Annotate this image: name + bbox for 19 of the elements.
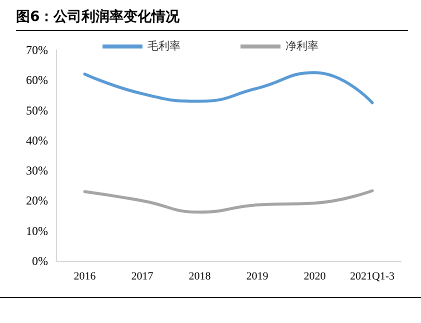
y-tick-label: 50% [26,103,48,118]
x-tick-label: 2020 [304,270,326,282]
y-tick-label: 70% [26,43,48,57]
y-tick-label: 0% [32,254,48,268]
x-tick-label: 2018 [188,270,212,282]
line-series [83,71,374,104]
chart-title: 图6：公司利润率变化情况 [16,4,408,31]
x-tick-label: 2016 [74,270,96,282]
y-tick-label: 20% [26,194,48,208]
line-series [83,189,374,214]
x-tick-label: 2019 [246,270,269,282]
y-tick-label: 60% [26,73,48,88]
legend-label: 净利率 [286,40,318,52]
y-tick-label: 10% [26,224,48,238]
y-tick-label: 40% [26,133,48,148]
x-tick-label: 2021Q1-3 [350,270,396,282]
y-tick-label: 30% [26,164,48,178]
x-tick-label: 2017 [131,270,154,282]
legend-label: 毛利率 [148,40,180,52]
